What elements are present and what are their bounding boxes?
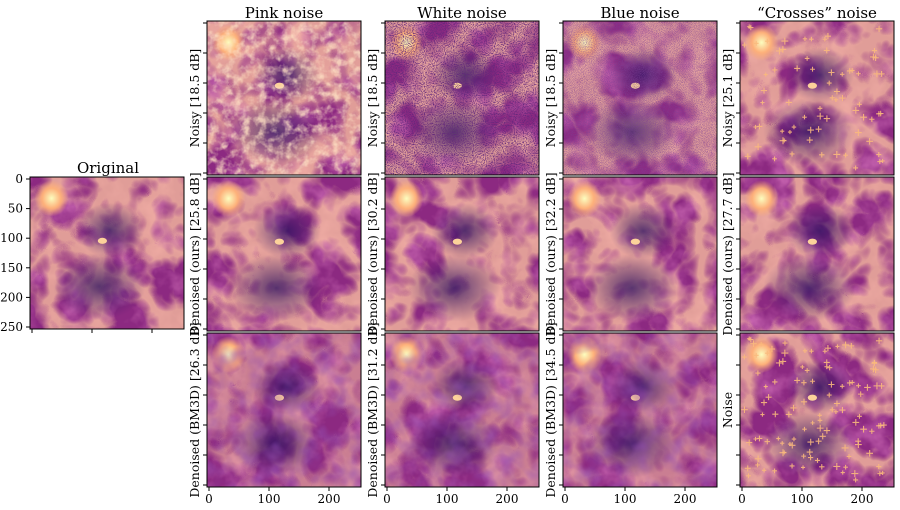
panel-image — [203, 20, 362, 176]
panel-image — [736, 332, 895, 488]
y-tick-label: 150 — [0, 261, 23, 275]
row-label: Denoised (BM3D) [26.3 dB] — [187, 322, 202, 497]
original-title: Original — [77, 159, 139, 177]
row-label: Denoised (BM3D) [34.5 dB] — [543, 322, 558, 497]
panel-grid — [203, 20, 895, 488]
row-label: Noise — [720, 392, 735, 428]
x-tick-label: 100 — [258, 492, 281, 506]
row-labels: Noisy [18.5 dB] Denoised (ours) [25.8 dB]… — [187, 49, 735, 498]
panel-image — [203, 176, 362, 332]
column-title-crosses-noise: “Crosses” noise — [757, 4, 877, 22]
panel-image — [381, 176, 540, 332]
y-tick-label: 0 — [15, 172, 23, 186]
original-image — [29, 176, 185, 330]
column-title-white-noise: White noise — [417, 4, 507, 22]
x-tick-label: 0 — [383, 492, 391, 506]
original-panel: Original 0 50 100 150 200 250 — [0, 159, 185, 334]
x-tick-label: 0 — [561, 492, 569, 506]
row-label: Denoised (ours) [32.2 dB] — [543, 172, 558, 335]
panel-image — [203, 332, 362, 488]
row-label: Noisy [18.5 dB] — [543, 49, 558, 148]
column-title-pink-noise: Pink noise — [245, 4, 324, 22]
y-tick-label: 100 — [0, 231, 23, 245]
row-label: Denoised (ours) [30.2 dB] — [365, 172, 380, 335]
row-label: Denoised (ours) [25.8 dB] — [187, 172, 202, 335]
x-tick-label: 0 — [205, 492, 213, 506]
x-tick-labels: 0 100 200 0 100 200 0 100 200 0 100 200 — [205, 487, 873, 506]
panel-image — [559, 332, 718, 488]
x-tick-label: 0 — [738, 492, 746, 506]
column-title-blue-noise: Blue noise — [600, 4, 679, 22]
panel-image — [559, 176, 718, 332]
row-label: Noisy [18.5 dB] — [365, 49, 380, 148]
panel-image — [381, 20, 540, 176]
panel-image — [559, 20, 718, 176]
x-tick-label: 200 — [851, 492, 874, 506]
x-tick-label: 100 — [791, 492, 814, 506]
row-label: Noisy [18.5 dB] — [187, 49, 202, 148]
y-tick-label: 50 — [8, 202, 23, 216]
row-label: Denoised (ours) [27.7 dB] — [720, 172, 735, 335]
panel-image — [736, 20, 895, 176]
x-tick-label: 100 — [614, 492, 637, 506]
original-y-ticks: 0 50 100 150 200 250 — [0, 172, 153, 334]
y-tick-label: 250 — [0, 320, 23, 334]
panel-image — [736, 176, 895, 332]
x-tick-label: 200 — [496, 492, 519, 506]
x-tick-label: 200 — [318, 492, 341, 506]
x-tick-label: 100 — [436, 492, 459, 506]
panel-image — [381, 332, 540, 488]
y-tick-label: 200 — [0, 290, 23, 304]
column-titles: Pink noise White noise Blue noise “Cross… — [245, 4, 877, 22]
x-tick-label: 200 — [674, 492, 697, 506]
row-label: Noisy [25.1 dB] — [720, 49, 735, 148]
row-label: Denoised (BM3D) [31.2 dB] — [365, 322, 380, 497]
